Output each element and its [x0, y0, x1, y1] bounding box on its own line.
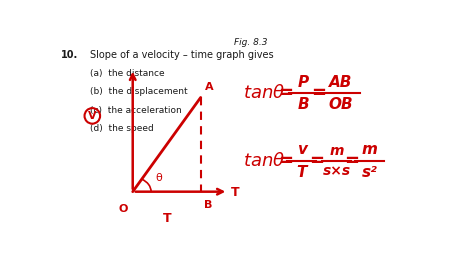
Text: (a)  the distance: (a) the distance [91, 69, 165, 78]
Text: (c)  the acceleration: (c) the acceleration [91, 106, 182, 115]
Text: =: = [311, 84, 326, 102]
Text: =: = [345, 152, 359, 170]
Text: T: T [231, 186, 240, 199]
Text: V: V [88, 111, 97, 121]
Text: P: P [298, 74, 309, 90]
Text: A: A [205, 82, 214, 92]
Text: s²: s² [362, 165, 377, 180]
Text: T: T [163, 212, 171, 225]
Text: T: T [297, 165, 307, 180]
Text: B: B [298, 97, 310, 112]
Text: $tan\theta$: $tan\theta$ [243, 152, 285, 170]
Text: v: v [297, 142, 307, 157]
Text: s×s: s×s [322, 164, 351, 178]
Text: m: m [362, 142, 378, 157]
Text: Fig. 8.3: Fig. 8.3 [234, 38, 267, 47]
Text: (d)  the speed: (d) the speed [91, 124, 154, 133]
Text: =: = [309, 152, 324, 170]
Text: (b)  the displacement: (b) the displacement [91, 87, 188, 96]
Text: OB: OB [328, 97, 353, 112]
Text: $tan\theta$: $tan\theta$ [243, 84, 285, 102]
Text: m: m [329, 144, 344, 158]
Text: 10.: 10. [61, 50, 78, 60]
Text: AB: AB [328, 74, 352, 90]
Text: Slope of a velocity – time graph gives: Slope of a velocity – time graph gives [91, 50, 274, 60]
Text: B: B [204, 200, 213, 210]
Text: =: = [278, 84, 292, 102]
Text: θ: θ [155, 173, 162, 184]
Text: =: = [278, 152, 292, 170]
Text: O: O [119, 204, 128, 214]
